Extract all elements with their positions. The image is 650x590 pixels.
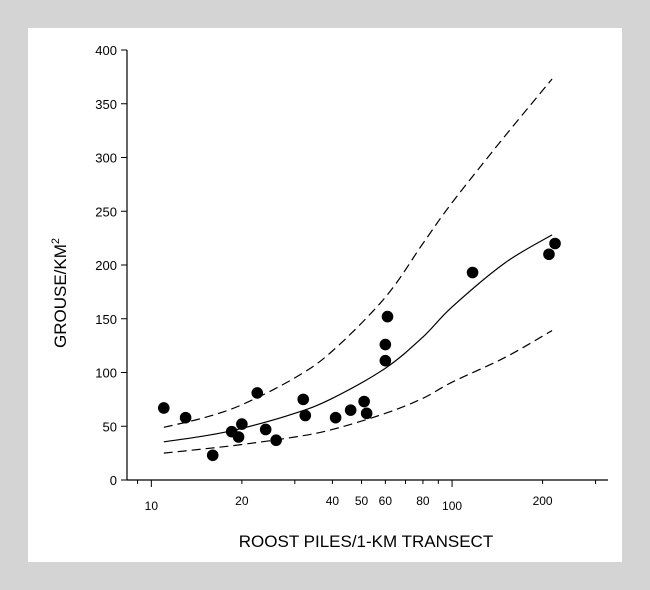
data-point	[381, 310, 394, 323]
data-point	[259, 423, 272, 436]
data-point	[157, 402, 170, 414]
y-tick-label: 250	[95, 204, 117, 219]
data-point	[329, 411, 342, 424]
y-tick-label: 0	[110, 473, 117, 488]
data-point	[232, 431, 245, 443]
regression-curves	[163, 78, 553, 454]
y-tick-label: 100	[95, 366, 117, 381]
x-tick-label: 50	[355, 494, 369, 508]
lower-confidence-curve	[163, 330, 553, 454]
data-point	[297, 393, 310, 406]
data-point	[270, 434, 282, 447]
data-point	[543, 248, 555, 261]
y-tick-label: 350	[95, 97, 117, 112]
x-tick-label: 80	[416, 494, 430, 508]
x-axis-title: ROOST PILES/1-KM TRANSECT	[239, 532, 493, 551]
data-point	[299, 409, 312, 422]
data-point	[466, 266, 479, 279]
y-tick-label: 150	[95, 312, 117, 327]
x-axis-ticks: 10 20 40 50 60 80 100 200	[137, 480, 597, 513]
y-axis-title: GROUSE/KM2	[50, 238, 70, 348]
data-point	[179, 411, 192, 424]
y-tick-label: 400	[95, 43, 117, 58]
y-tick-label: 200	[95, 258, 117, 273]
y-axis-ticks: 0 50 100 150 200 250 300 350 400	[95, 43, 127, 488]
data-points	[157, 237, 561, 462]
svg-text:GROUSE/KM2: GROUSE/KM2	[50, 238, 70, 348]
x-tick-label: 10	[145, 499, 159, 513]
upper-confidence-curve	[163, 78, 553, 428]
scatter-chart: 0 50 100 150 200 250 300 350 400 10 20 40 50 60 80 100…	[50, 43, 608, 551]
regression-curve	[163, 234, 553, 443]
x-tick-label: 20	[235, 494, 249, 508]
data-point	[358, 395, 370, 408]
x-tick-label: 100	[442, 499, 462, 513]
data-point	[236, 418, 248, 430]
x-tick-label: 200	[533, 494, 553, 508]
data-point	[379, 338, 392, 351]
y-axis-title-superscript: 2	[50, 238, 62, 244]
y-axis-title-main: GROUSE/KM	[51, 244, 70, 348]
chart-panel: 0 50 100 150 200 250 300 350 400 10 20 40 50 60 80 100…	[28, 28, 622, 562]
data-point	[360, 407, 373, 420]
data-point	[549, 237, 561, 250]
data-point	[251, 387, 264, 399]
data-point	[344, 404, 357, 416]
y-tick-label: 300	[95, 151, 117, 166]
x-tick-label: 60	[379, 494, 393, 508]
x-tick-label: 40	[326, 494, 340, 508]
y-tick-label: 50	[103, 419, 117, 434]
data-point	[379, 354, 392, 367]
data-point	[206, 449, 219, 462]
